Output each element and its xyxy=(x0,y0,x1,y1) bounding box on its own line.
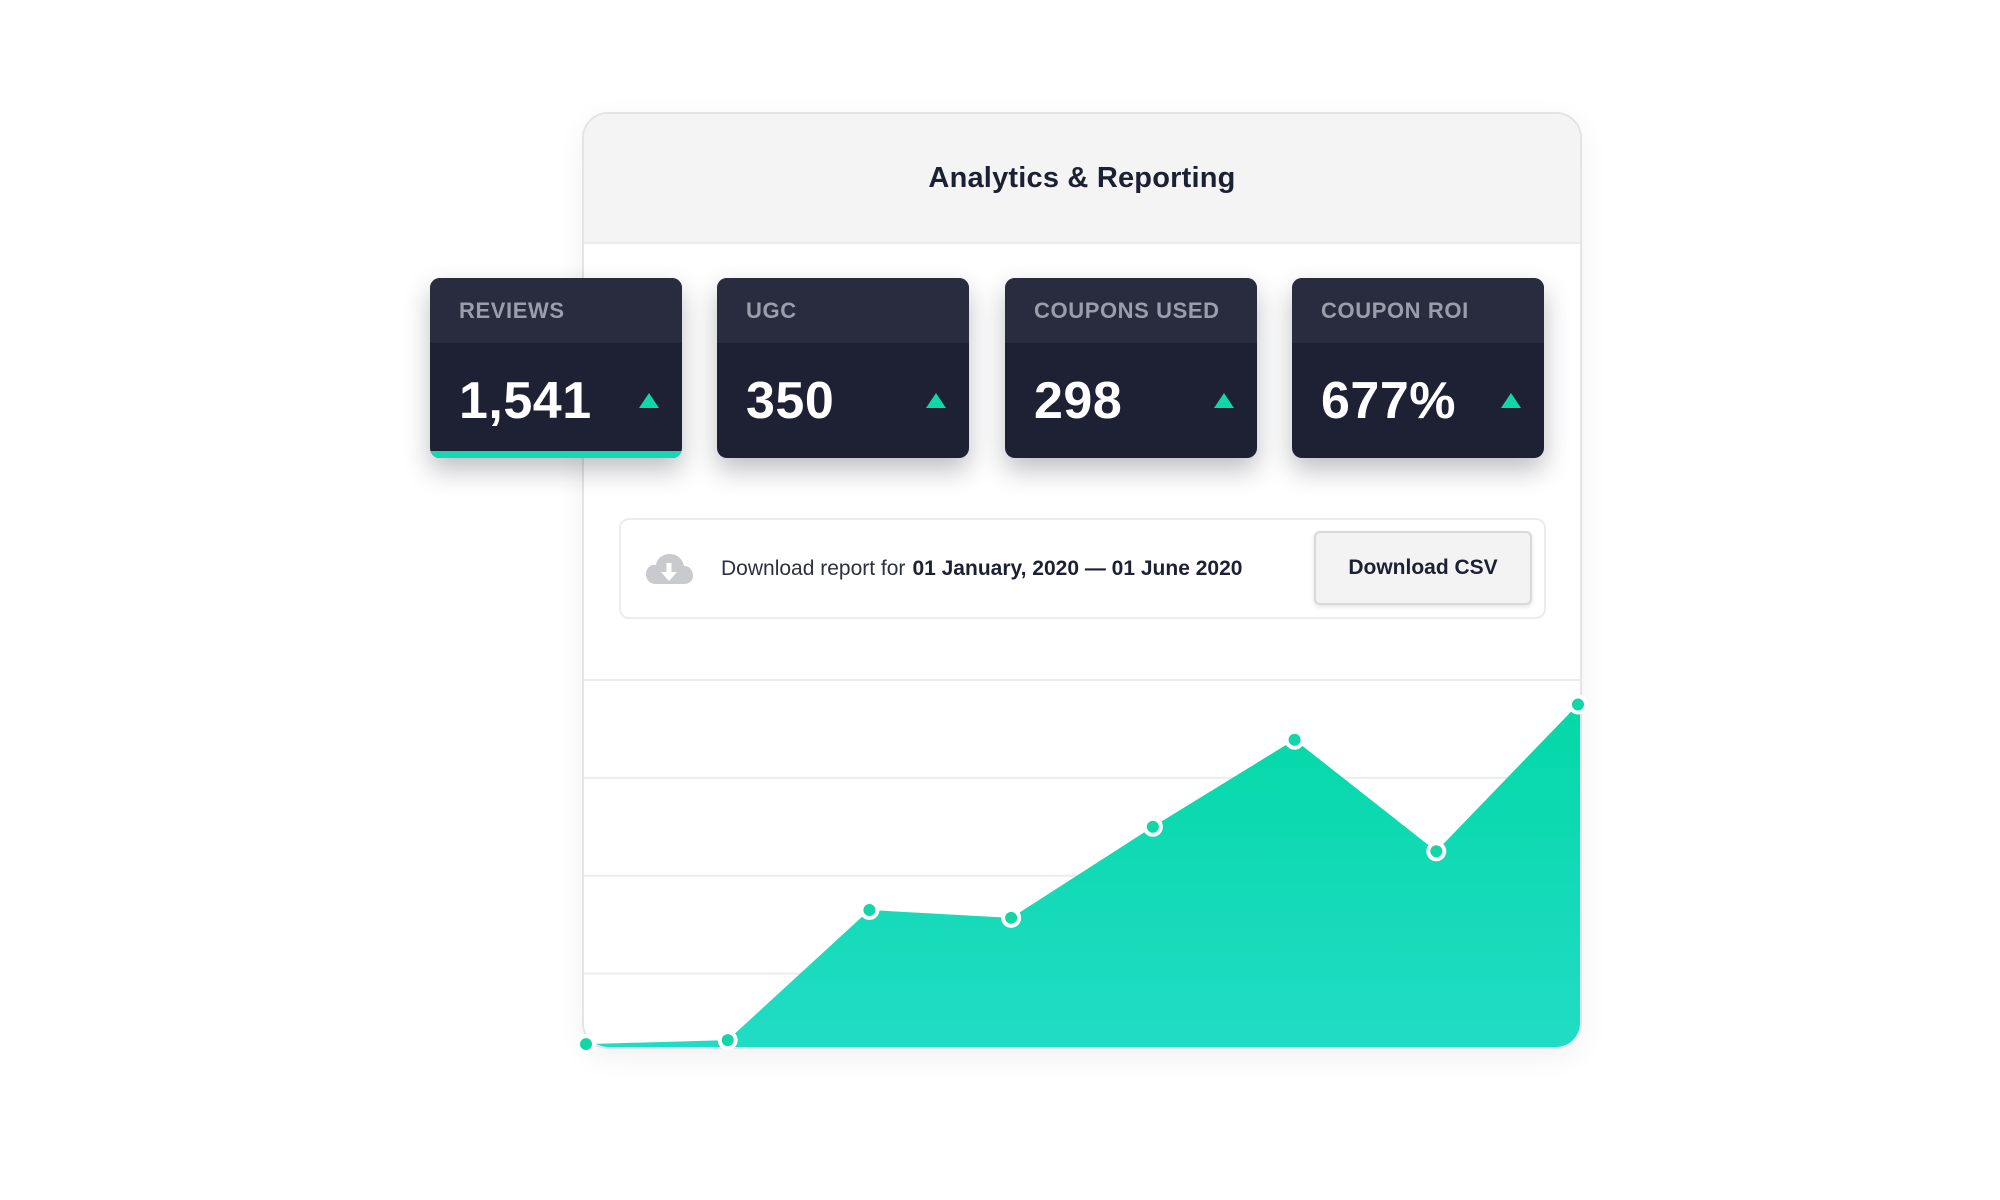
stat-label: COUPON ROI xyxy=(1321,297,1469,323)
trend-up-icon xyxy=(639,393,659,408)
stat-value: 677% xyxy=(1321,371,1456,430)
cloud-download-icon xyxy=(644,550,694,590)
stat-card-coupon-roi: COUPON ROI 677% xyxy=(1292,278,1544,458)
page-title: Analytics & Reporting xyxy=(928,161,1236,194)
stat-card-header: REVIEWS xyxy=(430,278,682,343)
stat-value: 350 xyxy=(746,371,835,430)
stat-label: COUPONS USED xyxy=(1034,297,1220,323)
stat-card-body: 677% xyxy=(1292,343,1544,458)
stat-value: 298 xyxy=(1034,371,1123,430)
stat-card-reviews: REVIEWS 1,541 xyxy=(430,278,682,458)
trend-up-icon xyxy=(1214,393,1234,408)
trend-up-icon xyxy=(1501,393,1521,408)
download-report-bar: Download report for 01 January, 2020 — 0… xyxy=(619,518,1546,619)
download-prefix: Download report for xyxy=(721,556,906,580)
stat-card-body: 298 xyxy=(1005,343,1257,458)
download-csv-button[interactable]: Download CSV xyxy=(1314,531,1532,605)
stat-card-coupons-used: COUPONS USED 298 xyxy=(1005,278,1257,458)
stat-label: REVIEWS xyxy=(459,297,565,323)
stat-card-body: 350 xyxy=(717,343,969,458)
stat-card-ugc: UGC 350 xyxy=(717,278,969,458)
active-card-indicator xyxy=(430,451,682,458)
stat-label: UGC xyxy=(746,297,797,323)
panel-header: Analytics & Reporting xyxy=(584,114,1580,244)
stat-card-header: UGC xyxy=(717,278,969,343)
stat-value: 1,541 xyxy=(459,371,592,430)
stat-card-header: COUPON ROI xyxy=(1292,278,1544,343)
stat-card-header: COUPONS USED xyxy=(1005,278,1257,343)
trend-up-icon xyxy=(926,393,946,408)
stat-card-body: 1,541 xyxy=(430,343,682,458)
date-range: 01 January, 2020 — 01 June 2020 xyxy=(912,556,1243,580)
download-report-text: Download report for 01 January, 2020 — 0… xyxy=(721,520,1242,617)
